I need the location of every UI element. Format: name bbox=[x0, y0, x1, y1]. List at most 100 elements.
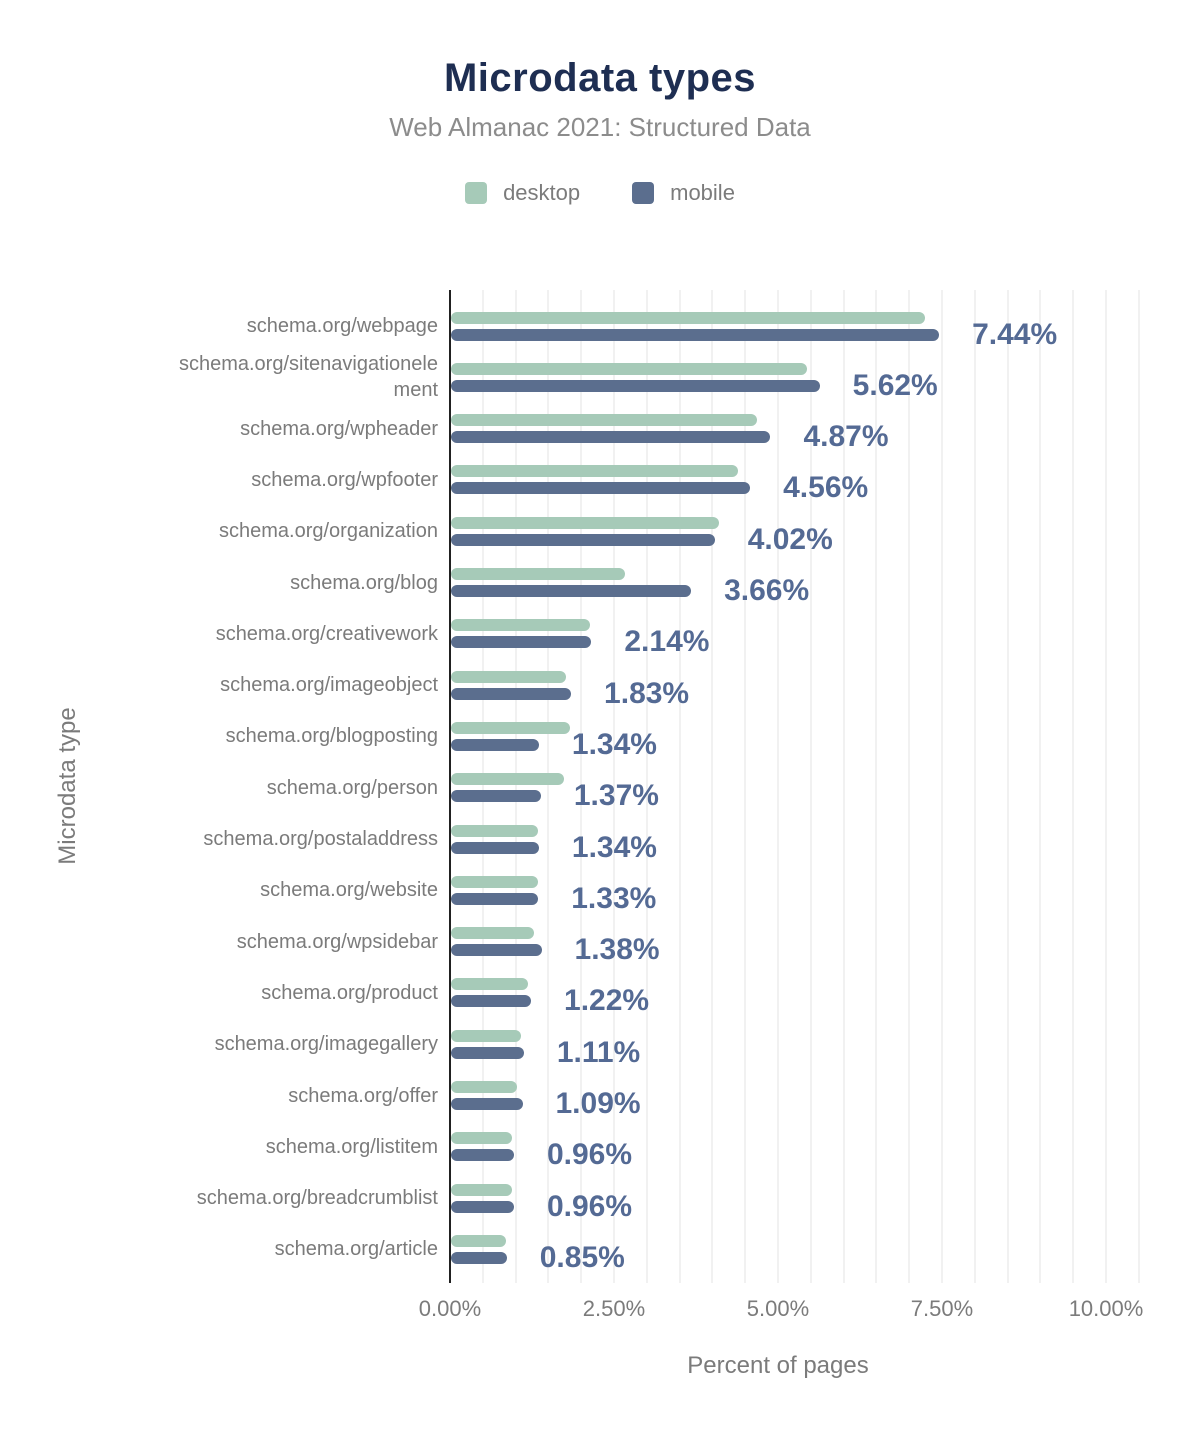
desktop-bar bbox=[451, 670, 566, 683]
mobile-bar bbox=[451, 585, 692, 597]
mobile-bar bbox=[451, 1046, 524, 1059]
grid-line bbox=[580, 290, 583, 1283]
grid-line bbox=[481, 290, 484, 1283]
value-label: 1.83% bbox=[604, 676, 690, 710]
desktop-bar bbox=[451, 927, 535, 940]
value-label: 1.37% bbox=[573, 779, 659, 813]
desktop-bar bbox=[451, 824, 538, 837]
grid-line bbox=[809, 290, 812, 1283]
mobile-bar bbox=[451, 790, 541, 803]
grid-line bbox=[613, 290, 615, 1283]
grid-line bbox=[744, 290, 747, 1283]
grid-line bbox=[875, 290, 878, 1283]
mobile-bar bbox=[451, 944, 542, 957]
x-tick-label: 10.00% bbox=[1068, 1296, 1144, 1321]
mobile-bar bbox=[451, 1200, 514, 1213]
legend: desktop mobile bbox=[0, 180, 1200, 206]
mobile-bar bbox=[451, 841, 539, 854]
desktop-bar bbox=[451, 516, 720, 529]
value-label: 1.34% bbox=[571, 830, 657, 864]
value-label: 1.33% bbox=[571, 881, 657, 915]
mobile-swatch-icon bbox=[632, 182, 655, 204]
grid-line bbox=[547, 290, 550, 1283]
category-label: schema.org/product bbox=[261, 981, 438, 1004]
mobile-bar bbox=[451, 533, 715, 546]
value-label: 0.96% bbox=[546, 1189, 633, 1223]
grid-line bbox=[1006, 290, 1009, 1283]
category-label: schema.org/wpfooter bbox=[251, 468, 438, 491]
desktop-swatch-icon bbox=[465, 182, 488, 204]
legend-label-desktop: desktop bbox=[503, 180, 581, 205]
category-label: schema.org/creativework bbox=[215, 622, 438, 645]
mobile-bar bbox=[451, 1251, 507, 1264]
category-label: schema.org/blog bbox=[290, 571, 438, 594]
grid-line bbox=[1137, 290, 1140, 1283]
x-tick-label: 2.50% bbox=[582, 1296, 646, 1321]
mobile-bar bbox=[451, 636, 592, 649]
value-label: 1.38% bbox=[574, 933, 660, 967]
grid-line bbox=[908, 290, 911, 1283]
mobile-bar bbox=[451, 738, 539, 751]
y-axis-line bbox=[449, 290, 451, 1283]
mobile-bar bbox=[451, 328, 940, 341]
grid-line bbox=[514, 290, 517, 1283]
legend-label-mobile: mobile bbox=[670, 180, 735, 205]
grid-line bbox=[842, 290, 845, 1283]
x-tick-label: 7.50% bbox=[910, 1296, 974, 1321]
category-label: schema.org/article bbox=[274, 1238, 438, 1261]
category-label: schema.org/postaladdress bbox=[203, 828, 438, 850]
mobile-bar bbox=[451, 431, 771, 444]
category-label: schema.org/wpheader bbox=[240, 417, 438, 440]
desktop-bar bbox=[451, 1183, 512, 1196]
category-label: schema.org/imagegallery bbox=[214, 1033, 438, 1056]
desktop-bar bbox=[451, 1081, 518, 1093]
legend-item-desktop: desktop bbox=[465, 180, 580, 206]
value-label: 4.02% bbox=[747, 522, 833, 556]
chart-title: Microdata types bbox=[443, 56, 757, 100]
category-label: schema.org/offer bbox=[288, 1084, 438, 1107]
mobile-bar bbox=[451, 995, 532, 1008]
x-tick-label: 5.00% bbox=[746, 1296, 810, 1321]
value-label: 3.66% bbox=[724, 574, 810, 607]
desktop-bar bbox=[451, 568, 625, 580]
value-label: 0.85% bbox=[539, 1240, 625, 1274]
desktop-bar bbox=[451, 414, 757, 427]
grid-line bbox=[777, 290, 779, 1283]
grid-line bbox=[645, 290, 648, 1283]
category-label: schema.org/person bbox=[266, 776, 438, 799]
desktop-bar bbox=[451, 773, 564, 786]
desktop-bar bbox=[451, 465, 739, 478]
grid-line bbox=[1039, 290, 1042, 1283]
category-label: schema.org/sitenavigationelement bbox=[178, 353, 438, 402]
category-label: schema.org/imageobject bbox=[220, 674, 438, 697]
grid-line bbox=[973, 290, 976, 1283]
mobile-bar bbox=[451, 482, 751, 495]
chart-subtitle: Web Almanac 2021: Structured Data bbox=[389, 112, 811, 142]
mobile-bar bbox=[451, 1149, 514, 1162]
value-label: 1.09% bbox=[555, 1087, 641, 1120]
y-axis-title: Microdata type bbox=[54, 707, 81, 865]
desktop-bar bbox=[451, 1132, 512, 1145]
desktop-bar bbox=[451, 311, 925, 324]
value-label: 1.11% bbox=[556, 1035, 641, 1069]
category-label: schema.org/webpage bbox=[246, 315, 438, 337]
grid-line bbox=[941, 290, 943, 1283]
legend-item-mobile: mobile bbox=[632, 180, 735, 206]
desktop-bar bbox=[451, 978, 528, 991]
value-label: 4.87% bbox=[803, 420, 889, 454]
desktop-bar bbox=[451, 721, 570, 734]
desktop-bar bbox=[451, 1029, 521, 1042]
category-label: schema.org/breadcrumblist bbox=[196, 1187, 438, 1210]
category-label: schema.org/blogposting bbox=[225, 725, 438, 748]
category-label: schema.org/website bbox=[260, 879, 438, 902]
grid-line bbox=[711, 290, 714, 1283]
value-label: 2.14% bbox=[624, 625, 710, 659]
value-label: 5.62% bbox=[852, 368, 938, 402]
desktop-bar bbox=[451, 619, 591, 632]
desktop-bar bbox=[451, 1234, 507, 1247]
mobile-bar bbox=[451, 687, 572, 700]
desktop-bar bbox=[451, 875, 538, 888]
value-label: 0.96% bbox=[546, 1138, 633, 1172]
